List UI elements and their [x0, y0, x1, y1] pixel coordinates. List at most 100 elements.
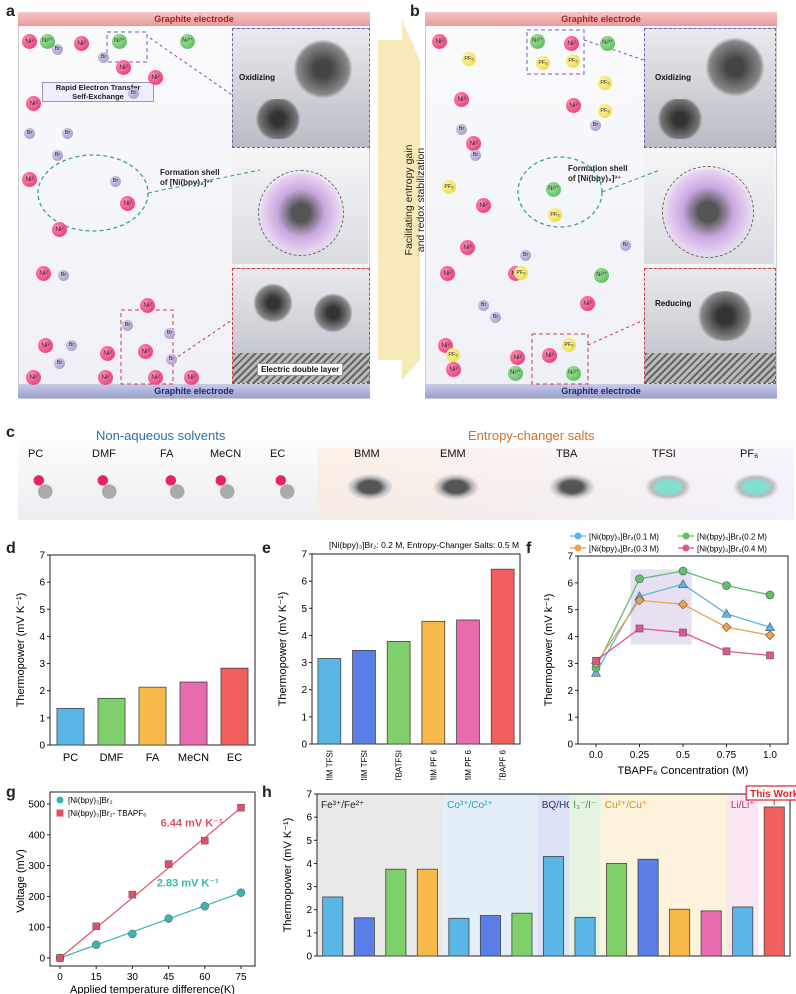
point-f — [721, 608, 732, 618]
molecule-image-shell-a — [232, 152, 368, 264]
ion-br: Br — [128, 88, 139, 99]
chart-f-y-label: Thermopower (mV k⁻¹) — [543, 594, 555, 707]
salt-label: TFSI — [652, 448, 676, 460]
bar-h — [637, 858, 659, 957]
ion-ni: Ni² — [22, 34, 37, 49]
bar-d — [220, 667, 249, 746]
x-tick-label-g: 75 — [235, 972, 247, 983]
x-tick-label-f: 1.0 — [763, 750, 777, 761]
bar-d — [179, 681, 208, 746]
chart-h-y-tick-label: 0 — [306, 952, 312, 963]
chart-f-y-tick-label: 3 — [567, 659, 573, 670]
bar-h — [511, 912, 533, 957]
ion-pf: PF₆ — [562, 338, 576, 352]
bar-e — [456, 619, 480, 745]
reducing-label: Reducing — [655, 299, 692, 308]
x-tick-label-d: FA — [146, 752, 160, 764]
salt-molecule-icon — [426, 470, 486, 504]
panel-e-letter: e — [262, 540, 271, 557]
point-f — [765, 630, 775, 641]
chart-d-y-label: Thermopower (mV K⁻¹) — [15, 593, 27, 708]
electrode-top-a: Graphite electrode — [18, 12, 370, 26]
ion-ni: Ni² — [26, 370, 41, 385]
salt-label: PF₆ — [740, 448, 759, 460]
ion-br: Br — [166, 354, 177, 365]
electrode-bottom-b: Graphite electrode — [425, 384, 777, 398]
panel-f-letter: f — [526, 540, 532, 557]
chart-f-y-tick-label: 5 — [567, 605, 573, 616]
molecule-image-oxidizing-a: Oxidizing — [232, 28, 370, 148]
point-g — [237, 803, 245, 812]
solvent-molecule-icon — [208, 472, 240, 500]
ion-ni: Ni² — [184, 370, 199, 385]
ion-br: Br — [66, 340, 77, 351]
edl-label: Electric double layer — [257, 363, 344, 376]
ion-pf: PF₆ — [462, 52, 476, 66]
x-tick-label-g: 0 — [57, 972, 63, 983]
bar-h — [732, 906, 754, 957]
ion-ni3: Ni³⁺ — [546, 182, 561, 197]
point-g — [128, 890, 137, 899]
point-g — [164, 860, 173, 868]
chart-g-y-tick-label: 100 — [28, 923, 45, 934]
salts-title: Entropy-changer salts — [468, 428, 595, 443]
point-f — [635, 624, 644, 633]
chart-h-y-tick-label: 6 — [306, 813, 312, 824]
point-f — [590, 667, 602, 677]
ion-ni: Ni² — [580, 296, 595, 311]
bar-h — [448, 917, 470, 957]
solvent-label: EC — [270, 448, 286, 460]
bar-d — [56, 707, 85, 746]
point-g — [56, 954, 64, 962]
ion-ni: Ni² — [460, 240, 475, 255]
x-tick-label-g: 30 — [127, 972, 139, 983]
solvent-molecule-icon — [158, 472, 190, 500]
ion-br: Br — [98, 52, 109, 63]
chart-f-y-tick-label: 2 — [567, 686, 573, 697]
ion-br: Br — [456, 124, 467, 135]
legend-marker-g — [56, 809, 64, 817]
panel-d-letter: d — [6, 540, 16, 557]
oxidizing-label-b: Oxidizing — [655, 73, 691, 82]
bar-e — [352, 649, 376, 745]
ion-ni: Ni² — [36, 266, 51, 281]
chart-d: 0 1 2 3 4 5 6 7 Thermopower (mV K⁻¹) PC DMF FA MeCN E… — [15, 551, 256, 764]
fit-line-g — [59, 892, 242, 959]
x-tick-label-e: EMIM TFSI — [360, 750, 369, 780]
point-g — [91, 940, 101, 950]
chart-h-y-tick-label: 1 — [306, 928, 312, 939]
bar-d — [97, 697, 126, 746]
ion-ni: Ni² — [466, 136, 481, 151]
group-label-h: Fe³⁺/Fe²⁺ — [321, 800, 364, 811]
chart-e-y-tick-label: 4 — [301, 631, 307, 642]
ion-br: Br — [52, 150, 63, 161]
bar-h — [322, 896, 344, 957]
point-g — [236, 888, 246, 897]
group-label-h: Co³⁺/Co²⁺ — [447, 800, 493, 811]
x-tick-label-f: 0.75 — [717, 750, 737, 761]
x-tick-label-e: TBATFSI — [395, 750, 404, 780]
group-label-h: BQ/HQ — [542, 800, 574, 811]
point-f — [722, 647, 731, 656]
chart-g: 0 100 200 300 400 500 Voltage (mV) 0 15 30 45 60 75A… — [15, 791, 256, 994]
legend-marker-f — [574, 532, 582, 540]
point-f — [677, 579, 689, 589]
bar-h — [416, 868, 438, 957]
middle-arrow-line1: Facilitating entropy gain — [403, 144, 415, 256]
bar-h — [574, 916, 596, 957]
ion-ni: Ni² — [148, 70, 163, 85]
panel-b-letter: b — [410, 3, 420, 20]
salt-molecule-icon — [340, 470, 400, 504]
chart-d-y-tick-label: 2 — [39, 686, 45, 697]
chart-e-y-tick-label: 1 — [301, 712, 307, 723]
x-tick-label-e: TBAPF 6 — [499, 749, 508, 780]
molecule-image-edl-a: Electric double layer — [232, 268, 370, 384]
chart-e-y-tick-label: 3 — [301, 658, 307, 669]
ion-ni3: Ni³⁺ — [112, 34, 127, 49]
ion-ni: Ni² — [22, 172, 37, 187]
chart-h-y-tick-label: 7 — [306, 790, 312, 801]
chart-h-y-tick-label: 4 — [306, 859, 312, 870]
solvent-molecule-icon — [268, 472, 300, 500]
bar-h — [700, 910, 722, 957]
chart-e-y-label: Thermopower (mV K⁻¹) — [277, 592, 289, 707]
